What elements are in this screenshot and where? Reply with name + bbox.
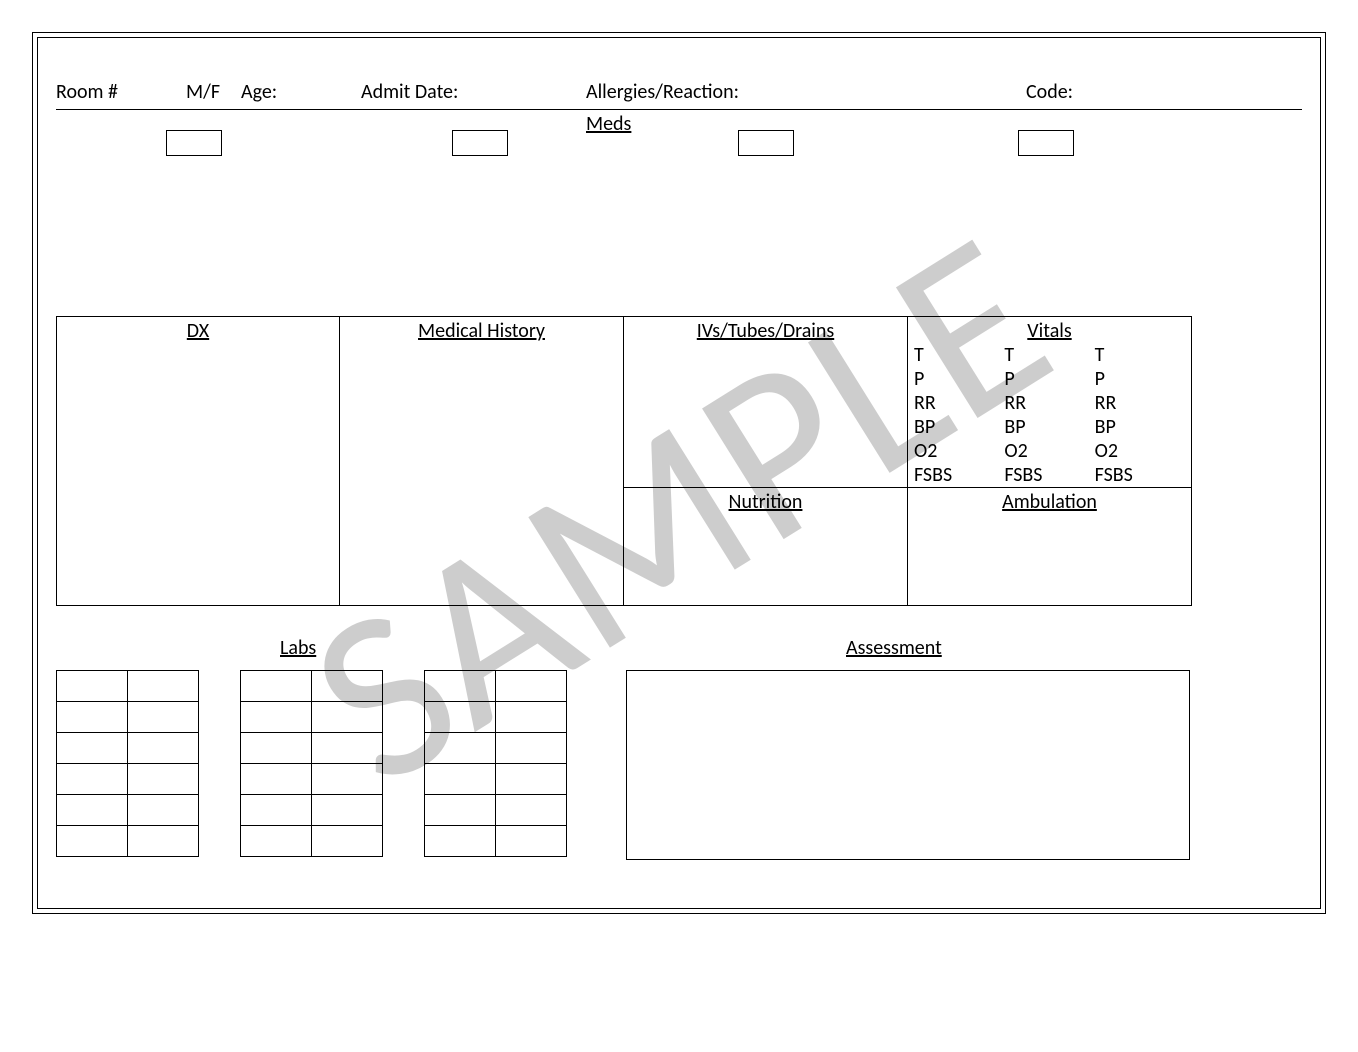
vitals-title: Vitals — [908, 317, 1191, 343]
ambulation-section: Ambulation — [907, 487, 1192, 606]
vitals-rr-3: RR — [1095, 391, 1185, 415]
vitals-o2-1: O2 — [914, 439, 1004, 463]
vitals-bp-2: BP — [1004, 415, 1094, 439]
vitals-fsbs-1: FSBS — [914, 463, 1004, 487]
allergies-label: Allergies/Reaction: — [586, 80, 739, 104]
meds-box-2[interactable] — [452, 130, 508, 156]
vitals-rr-1: RR — [914, 391, 1004, 415]
meds-box-3[interactable] — [738, 130, 794, 156]
vitals-section: Vitals T P RR BP O2 FSBS T P RR BP O2 FS… — [907, 316, 1192, 488]
nutrition-section: Nutrition — [623, 487, 908, 606]
vitals-grid: T P RR BP O2 FSBS T P RR BP O2 FSBS T P … — [908, 343, 1191, 493]
vitals-fsbs-3: FSBS — [1095, 463, 1185, 487]
vitals-col-3: T P RR BP O2 FSBS — [1095, 343, 1185, 487]
vitals-o2-2: O2 — [1004, 439, 1094, 463]
labs-table-1 — [56, 670, 199, 857]
vitals-p-1: P — [914, 367, 1004, 391]
vitals-p-2: P — [1004, 367, 1094, 391]
dx-title: DX — [57, 317, 339, 343]
room-number-label: Room # — [56, 80, 118, 104]
admit-date-label: Admit Date: — [361, 80, 458, 104]
vitals-p-3: P — [1095, 367, 1185, 391]
assessment-box — [626, 670, 1190, 860]
labs-table-3 — [424, 670, 567, 857]
meds-box-4[interactable] — [1018, 130, 1074, 156]
vitals-col-1: T P RR BP O2 FSBS — [914, 343, 1004, 487]
medical-history-title: Medical History — [340, 317, 623, 343]
vitals-fsbs-2: FSBS — [1004, 463, 1094, 487]
age-label: Age: — [241, 80, 277, 104]
labs-table-2 — [240, 670, 383, 857]
vitals-t-3: T — [1095, 343, 1185, 367]
ivs-tubes-drains-section: IVs/Tubes/Drains — [623, 316, 908, 488]
sex-label: M/F — [186, 80, 220, 104]
vitals-t-2: T — [1004, 343, 1094, 367]
assessment-title: Assessment — [846, 636, 942, 660]
vitals-rr-2: RR — [1004, 391, 1094, 415]
vitals-bp-1: BP — [914, 415, 1004, 439]
vitals-o2-3: O2 — [1095, 439, 1185, 463]
vitals-col-2: T P RR BP O2 FSBS — [1004, 343, 1094, 487]
vitals-t-1: T — [914, 343, 1004, 367]
meds-box-1[interactable] — [166, 130, 222, 156]
nutrition-title: Nutrition — [624, 488, 907, 514]
labs-title: Labs — [280, 636, 316, 660]
code-label: Code: — [1026, 80, 1073, 104]
ivs-tubes-drains-title: IVs/Tubes/Drains — [624, 317, 907, 343]
patient-header-row: Room # M/F Age: Admit Date: Allergies/Re… — [56, 80, 1302, 110]
vitals-bp-3: BP — [1095, 415, 1185, 439]
dx-section: DX — [56, 316, 340, 606]
ambulation-title: Ambulation — [908, 488, 1191, 514]
meds-section-title: Meds — [586, 112, 631, 136]
medical-history-section: Medical History — [339, 316, 624, 606]
